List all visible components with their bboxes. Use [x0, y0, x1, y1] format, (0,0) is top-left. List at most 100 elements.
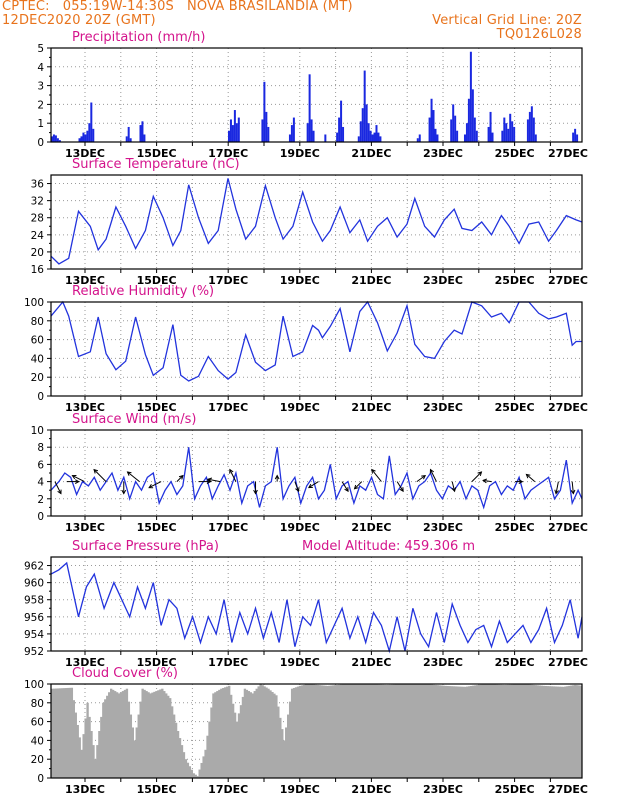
cloud-bar	[285, 727, 288, 778]
precip-bar	[127, 126, 130, 142]
wind-vector	[127, 471, 140, 482]
wind-arrowhead	[518, 479, 524, 484]
cloud-bar	[169, 698, 172, 778]
wind-arrowhead	[421, 474, 427, 480]
cloud-bar	[143, 689, 146, 778]
y-tick-label: 1	[37, 118, 44, 130]
cloud-bar	[275, 695, 278, 778]
cloud-bar	[363, 684, 367, 778]
header-station: CPTEC: 055:19W-14:30S NOVA BRASILANDIA (…	[2, 0, 353, 14]
y-tick-label: 20	[31, 372, 44, 384]
cloud-bar	[408, 684, 412, 778]
cloud-bar	[351, 684, 355, 778]
cloud-bar	[580, 685, 583, 778]
cloud-bar	[428, 684, 431, 778]
cloud-bar	[163, 691, 166, 778]
precip-bar	[50, 136, 53, 142]
wind-arrowhead	[57, 489, 62, 495]
cloud-bar	[467, 686, 471, 778]
panel-title: Surface Pressure (hPa)	[72, 539, 219, 554]
precip-bar	[52, 134, 55, 142]
wind-vector	[416, 475, 426, 483]
precip-bar	[473, 117, 476, 142]
cloud-bar	[226, 686, 229, 778]
wind-vector	[396, 481, 404, 492]
wind-arrowhead	[178, 474, 184, 480]
y-tick-label: 0	[37, 773, 44, 785]
cloud-bar	[523, 684, 526, 778]
precip-bar	[340, 100, 343, 142]
cloud-bar	[471, 685, 475, 778]
cloud-bar	[505, 684, 508, 778]
cloud-bar	[170, 706, 174, 778]
precip-bar	[434, 128, 437, 142]
cloud-bar	[513, 684, 516, 778]
cloud-bar	[102, 702, 105, 778]
cloud-bar	[239, 705, 243, 778]
cloud-bar	[340, 684, 343, 778]
wind-arrowhead	[74, 479, 80, 484]
cloud-bar	[200, 762, 203, 778]
cloud-bar	[271, 691, 274, 778]
cloud-bar	[312, 684, 315, 778]
precip-bar	[54, 135, 57, 142]
cloud-bar	[263, 686, 266, 778]
cloud-bar	[371, 684, 374, 778]
precip-bar	[436, 134, 439, 142]
precip-bar	[471, 89, 474, 142]
cloud-bar	[349, 684, 353, 778]
cloud-bar	[129, 714, 133, 778]
series-line	[50, 447, 583, 510]
precip-bar	[530, 106, 533, 142]
precip-bar	[290, 125, 293, 142]
precip-bar	[450, 119, 453, 142]
x-tick-label: 27DEC	[548, 147, 588, 160]
precip-bar	[357, 136, 360, 142]
cloud-bar	[141, 688, 144, 778]
precip-bar	[377, 132, 380, 142]
cloud-bar	[51, 688, 54, 778]
cloud-bar	[66, 687, 70, 778]
cloud-bar	[279, 717, 282, 778]
cloud-bar	[473, 685, 477, 778]
x-tick-label: 17DEC	[208, 521, 248, 534]
wind-arrowhead	[477, 471, 483, 476]
cloud-bar	[157, 690, 160, 778]
cloud-bar	[353, 684, 357, 778]
precip-bar	[526, 119, 529, 142]
precip-bar	[229, 119, 232, 142]
precip-bar	[312, 130, 315, 142]
cloud-bar	[249, 692, 252, 778]
precip-bar	[92, 128, 95, 142]
cloud-bar	[310, 684, 313, 778]
cloud-bar	[432, 684, 435, 778]
cloud-bar	[281, 729, 284, 778]
cloud-bar	[318, 685, 321, 778]
x-tick-label: 13DEC	[65, 521, 105, 534]
precip-bar	[416, 138, 419, 142]
cloud-bar	[495, 684, 498, 778]
cloud-bar	[389, 684, 392, 778]
precip-bar	[58, 140, 61, 142]
cloud-bar	[401, 684, 404, 778]
y-tick-label: 60	[31, 335, 44, 347]
cloud-bar	[192, 773, 195, 778]
cloud-bar	[82, 734, 85, 778]
x-tick-label: 19DEC	[280, 783, 320, 796]
cloud-bar	[300, 685, 304, 778]
cloud-bar	[165, 693, 168, 778]
cloud-bar	[342, 684, 345, 778]
precip-bar	[576, 134, 579, 142]
cloud-bar	[503, 684, 506, 778]
wind-arrowhead	[148, 484, 154, 489]
x-tick-label: 13DEC	[65, 783, 105, 796]
cloud-bar	[294, 687, 298, 778]
precip-bar	[574, 128, 577, 142]
x-tick-label: 25DEC	[495, 656, 535, 669]
x-tick-label: 15DEC	[137, 274, 177, 287]
x-tick-label: 27DEC	[548, 783, 588, 796]
cloud-bar	[151, 692, 154, 778]
wind-vector	[308, 481, 319, 489]
cloud-bar	[538, 685, 542, 778]
cloud-bar	[306, 684, 310, 778]
